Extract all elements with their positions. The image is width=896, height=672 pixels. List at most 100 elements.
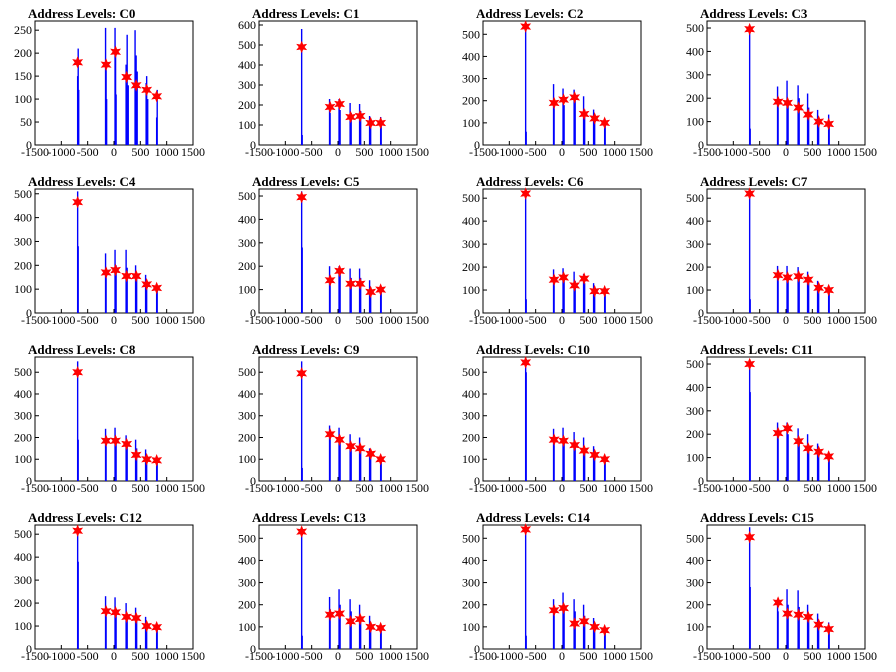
y-tick-label: 200 xyxy=(238,98,256,112)
x-tick-label: 1000 xyxy=(827,313,851,327)
chart-title: Address Levels: C1 xyxy=(252,6,360,21)
x-tick-label: 1000 xyxy=(603,313,627,327)
peak-marker xyxy=(578,444,590,457)
peak-marker xyxy=(334,607,346,620)
peak-marker xyxy=(772,426,784,440)
chart-svg: 0 100 200 300 400 500 -1500-1000 -500 0 500 1000 15… xyxy=(686,524,877,663)
peak-marker xyxy=(823,622,835,636)
x-tick-label: 0 xyxy=(111,481,117,495)
x-tick-label: -1000 xyxy=(271,145,299,159)
peak-marker xyxy=(324,427,336,441)
chart-panel-c11: Address Levels: C11 0 100 200 300 400 500 -1500… xyxy=(672,336,896,504)
y-tick-label: 400 xyxy=(238,212,256,226)
y-tick-label: 0 xyxy=(250,138,256,152)
x-tick-label: -1000 xyxy=(271,649,299,663)
y-tick-label: 400 xyxy=(686,44,704,58)
peak-marker xyxy=(744,187,756,200)
peak-marker xyxy=(121,610,133,624)
y-tick-label: 200 xyxy=(686,427,704,441)
peak-marker xyxy=(365,447,377,461)
y-tick-label: 100 xyxy=(238,118,256,132)
x-tick-label: -500 xyxy=(77,313,99,327)
chart-svg: 0 100 200 300 400 500 -1500-1000 -500 0 500 1000 15… xyxy=(686,187,877,327)
x-tick-label: 500 xyxy=(131,313,149,327)
peak-marker xyxy=(589,112,601,125)
peak-marker xyxy=(772,596,784,609)
chart-title: Address Levels: C11 xyxy=(700,342,814,357)
x-tick-label: 1500 xyxy=(405,145,429,159)
peak-marker xyxy=(345,277,357,291)
y-tick-label: 400 xyxy=(462,214,480,228)
peak-marker xyxy=(141,278,153,291)
chart-panel-c1: Address Levels: C1 0 100 200 300 400 500 600 -15… xyxy=(224,0,448,168)
x-tick-label: 0 xyxy=(559,313,565,327)
chart-svg: 0 100 200 300 400 500 -1500-1000 -500 0 500 1000 15… xyxy=(238,356,429,495)
y-tick-label: 300 xyxy=(686,576,704,590)
peak-marker xyxy=(141,619,153,633)
chart-svg: 0 100 200 300 400 500 -1500-1000 -500 0 500 1000 15… xyxy=(462,523,653,663)
x-tick-label: 1500 xyxy=(629,649,653,663)
x-tick-label: -500 xyxy=(301,145,323,159)
y-tick-label: 500 xyxy=(686,357,704,371)
peak-marker xyxy=(569,91,581,104)
x-tick-label: -500 xyxy=(77,481,99,495)
chart-title: Address Levels: C5 xyxy=(252,174,360,189)
x-tick-label: 1500 xyxy=(181,145,205,159)
x-tick-label: 1000 xyxy=(379,313,403,327)
y-tick-label: 500 xyxy=(462,27,480,41)
peak-marker xyxy=(334,433,346,446)
peak-marker xyxy=(744,530,756,544)
x-tick-label: 1500 xyxy=(853,649,877,663)
x-tick-label: -1000 xyxy=(495,145,523,159)
x-tick-label: -500 xyxy=(525,649,547,663)
y-tick-label: 100 xyxy=(14,619,32,633)
x-tick-label: 1500 xyxy=(629,313,653,327)
y-tick-label: 150 xyxy=(14,69,32,83)
y-tick-label: 400 xyxy=(686,380,704,394)
chart-title: Address Levels: C10 xyxy=(476,342,590,357)
x-tick-label: -500 xyxy=(749,313,771,327)
y-tick-label: 100 xyxy=(686,451,704,465)
x-tick-label: 500 xyxy=(355,481,373,495)
peak-marker xyxy=(569,438,581,452)
x-tick-label: 0 xyxy=(111,313,117,327)
x-tick-label: 500 xyxy=(579,313,597,327)
y-tick-label: 300 xyxy=(686,68,704,82)
peak-marker xyxy=(130,611,142,625)
peak-marker xyxy=(520,523,532,536)
y-tick-label: 200 xyxy=(462,260,480,274)
peak-marker xyxy=(548,433,560,446)
peak-marker xyxy=(802,273,814,287)
y-tick-label: 50 xyxy=(20,115,32,129)
y-tick-label: 500 xyxy=(462,365,480,379)
y-tick-label: 300 xyxy=(238,236,256,250)
x-tick-label: 0 xyxy=(559,481,565,495)
chart-svg: 0 100 200 300 400 500 -1500-1000 -500 0 500 1000 15… xyxy=(462,20,653,159)
y-tick-label: 200 xyxy=(14,46,32,60)
x-tick-label: 500 xyxy=(355,649,373,663)
y-tick-label: 300 xyxy=(238,78,256,92)
y-tick-label: 100 xyxy=(238,620,256,634)
peak-marker xyxy=(354,442,366,455)
x-tick-label: 500 xyxy=(579,481,597,495)
x-tick-label: 1000 xyxy=(827,481,851,495)
y-tick-label: 500 xyxy=(14,365,32,379)
x-tick-label: -1000 xyxy=(495,481,523,495)
y-tick-label: 100 xyxy=(238,452,256,466)
y-tick-label: 200 xyxy=(462,598,480,612)
chart-title: Address Levels: C14 xyxy=(476,510,590,525)
peak-marker xyxy=(375,116,387,130)
y-tick-label: 100 xyxy=(462,620,480,634)
y-tick-label: 300 xyxy=(14,409,32,423)
chart-title: Address Levels: C12 xyxy=(28,510,142,525)
x-tick-label: 1500 xyxy=(853,481,877,495)
y-tick-label: 0 xyxy=(26,306,32,320)
y-tick-label: 0 xyxy=(698,306,704,320)
x-tick-label: -1500 xyxy=(245,481,273,495)
x-tick-label: -1500 xyxy=(245,649,273,663)
x-tick-label: 500 xyxy=(803,145,821,159)
y-tick-label: 0 xyxy=(250,306,256,320)
peak-marker xyxy=(324,100,336,114)
x-tick-label: -1500 xyxy=(693,145,721,159)
peak-marker xyxy=(151,620,163,634)
